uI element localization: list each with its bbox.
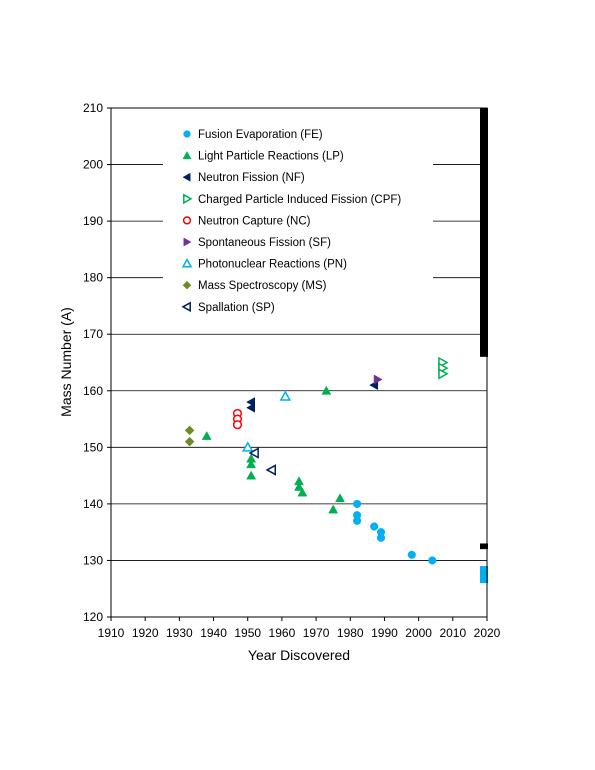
legend-label: Neutron Fission (NF) — [198, 172, 305, 184]
y-axis-ticks: 120 130 140 150 160 170 180 190 200 210 — [83, 101, 111, 624]
data-point — [438, 368, 449, 380]
y-tick-label: 190 — [83, 214, 103, 228]
data-point — [328, 504, 339, 514]
x-tick-label: 1920 — [132, 626, 159, 640]
y-tick-label: 130 — [83, 553, 103, 567]
y-tick-label: 180 — [83, 271, 103, 285]
data-point — [370, 522, 379, 531]
y-tick-label: 160 — [83, 384, 103, 398]
data-point — [246, 402, 255, 413]
legend-marker — [182, 172, 191, 182]
data-point — [376, 533, 386, 542]
x-tick-label: 2010 — [439, 626, 466, 640]
x-axis-ticks: 1910 1920 1930 1940 1950 1960 1970 1980 1990 2000… — [98, 617, 501, 640]
data-point — [297, 487, 308, 497]
plot-frame — [110, 107, 488, 618]
edge-bar — [480, 543, 488, 550]
x-tick-label: 2020 — [474, 626, 501, 640]
y-axis-title: Mass Number (A) — [58, 307, 74, 417]
x-tick-label: 1940 — [200, 626, 227, 640]
data-point — [184, 425, 195, 436]
x-axis-title: Year Discovered — [248, 647, 350, 663]
data-point — [184, 436, 195, 447]
legend: Fusion Evaporation (FE) Light Particle Re… — [163, 122, 433, 320]
legend-label: Spontaneous Fission (SF) — [198, 237, 331, 249]
data-point — [335, 493, 345, 503]
data-point — [232, 420, 243, 430]
legend-marker — [183, 130, 191, 138]
data-point — [353, 499, 362, 508]
legend-marker — [182, 151, 192, 160]
edge-bar — [480, 566, 488, 584]
x-tick-label: 1910 — [98, 626, 125, 640]
x-tick-label: 1960 — [269, 626, 296, 640]
legend-label: Photonuclear Reactions (PN) — [198, 259, 347, 271]
y-tick-label: 120 — [83, 610, 103, 624]
y-tick-label: 170 — [83, 327, 103, 341]
x-tick-label: 2000 — [405, 626, 432, 640]
y-tick-label: 210 — [83, 101, 103, 115]
y-tick-label: 150 — [83, 440, 103, 454]
data-point — [353, 516, 362, 525]
data-point — [373, 374, 383, 385]
legend-background — [163, 122, 433, 320]
x-tick-label: 1980 — [337, 626, 364, 640]
data-point — [428, 556, 437, 565]
data-point — [407, 550, 416, 559]
legend-marker — [183, 193, 193, 205]
edge-bar — [480, 108, 488, 357]
legend-label: Fusion Evaporation (FE) — [198, 129, 323, 141]
legend-label: Spallation (SP) — [198, 302, 275, 314]
legend-marker — [182, 280, 192, 290]
legend-label: Mass Spectroscopy (MS) — [198, 280, 327, 292]
data-point — [294, 481, 304, 491]
data-point — [246, 470, 257, 480]
legend-label: Neutron Capture (NC) — [198, 215, 311, 227]
legend-marker — [181, 258, 193, 268]
data-point — [248, 447, 259, 459]
data-points — [184, 356, 449, 565]
legend-marker — [181, 301, 191, 313]
x-tick-label: 1950 — [234, 626, 261, 640]
edge-bars — [480, 108, 488, 584]
x-tick-label: 1990 — [371, 626, 398, 640]
legend-label: Light Particle Reactions (LP) — [198, 151, 344, 163]
x-tick-label: 1930 — [166, 626, 193, 640]
data-point — [241, 441, 254, 452]
data-point — [279, 390, 292, 401]
y-tick-label: 140 — [83, 497, 103, 511]
data-point — [321, 385, 332, 395]
y-tick-label: 200 — [83, 158, 103, 172]
data-point — [265, 464, 277, 476]
x-tick-label: 1970 — [303, 626, 330, 640]
data-point — [201, 431, 212, 440]
legend-marker — [182, 216, 192, 225]
data-point — [246, 459, 257, 469]
legend-label: Charged Particle Induced Fission (CPF) — [198, 194, 401, 206]
legend-marker — [183, 237, 192, 247]
